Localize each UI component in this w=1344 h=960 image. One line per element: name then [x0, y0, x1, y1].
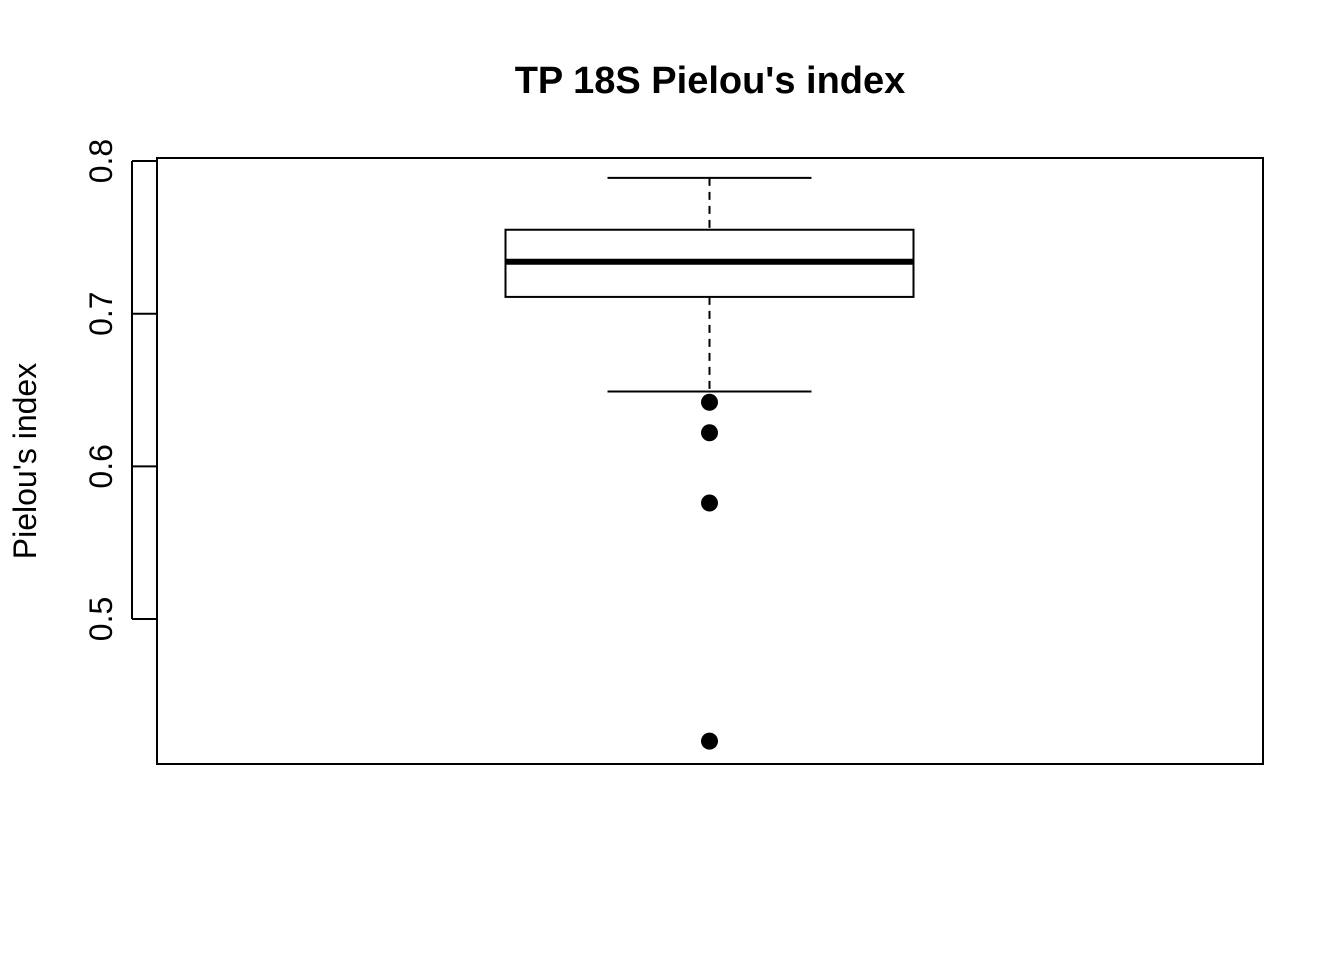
outlier-point	[701, 424, 718, 442]
outlier-point	[701, 494, 718, 512]
y-tick-label: 0.7	[83, 291, 119, 335]
plot-frame	[156, 157, 1264, 765]
y-tick-label: 0.8	[83, 139, 119, 183]
chart-title: TP 18S Pielou's index	[515, 60, 906, 102]
y-axis-label: Pielou's index	[7, 363, 43, 559]
y-axis: 0.5 0.6 0.7 0.8	[83, 139, 157, 641]
y-tick-label: 0.5	[83, 597, 119, 641]
outlier-point	[701, 732, 718, 750]
outlier-point	[701, 393, 718, 411]
y-tick-label: 0.6	[83, 444, 119, 488]
box-group	[504, 176, 915, 750]
